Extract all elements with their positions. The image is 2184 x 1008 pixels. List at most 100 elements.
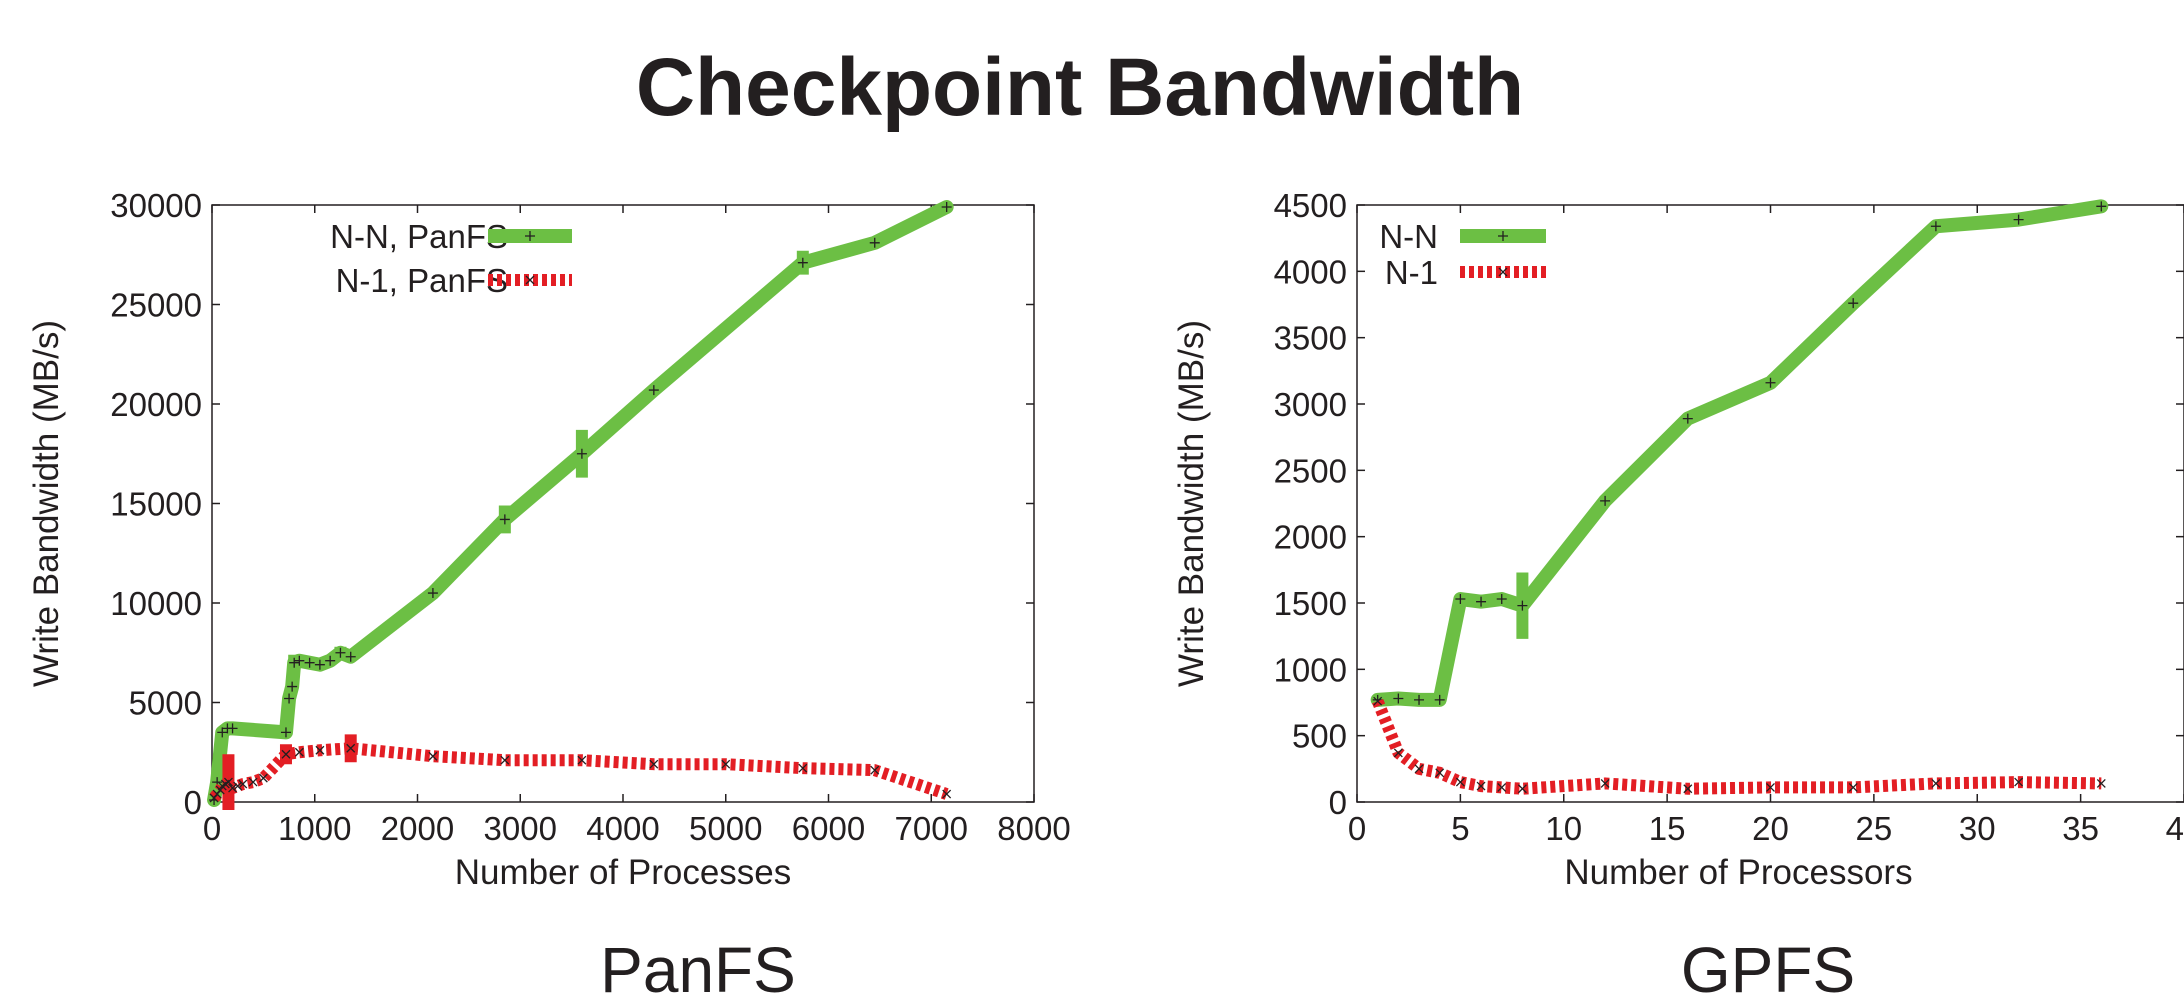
data-point — [294, 747, 304, 757]
series-line-n-1 — [1372, 698, 2102, 795]
x-tick-label: 35 — [2062, 810, 2099, 847]
y-tick-label: 0 — [184, 784, 202, 821]
data-point — [294, 655, 305, 666]
legend-label: N-1 — [1385, 254, 1438, 291]
x-tick-label: 30 — [1959, 810, 1996, 847]
x-tick-label: 25 — [1856, 810, 1893, 847]
data-point — [1435, 768, 1445, 778]
data-point — [1848, 782, 1858, 792]
y-tick-label: 30000 — [110, 187, 202, 224]
data-point — [280, 727, 291, 738]
data-point — [1393, 748, 1403, 758]
data-point — [1393, 693, 1404, 704]
legend-marker — [525, 231, 535, 241]
x-tick-label: 5000 — [689, 810, 762, 847]
x-tick-label: 6000 — [792, 810, 865, 847]
data-point — [577, 755, 587, 765]
y-tick-label: 2000 — [1274, 519, 1347, 556]
y-tick-label: 1500 — [1274, 585, 1347, 622]
x-tick-label: 5 — [1451, 810, 1469, 847]
x-tick-label: 0 — [203, 810, 221, 847]
data-point — [1848, 298, 1859, 309]
data-point — [238, 779, 248, 789]
x-tick-label: 10 — [1545, 810, 1582, 847]
data-point — [870, 765, 880, 775]
y-tick-label: 25000 — [110, 287, 202, 324]
series-line-n-1 — [209, 742, 949, 802]
data-point — [797, 257, 808, 268]
data-point — [1682, 413, 1693, 424]
x-axis-title: Number of Processes — [455, 853, 792, 892]
data-point — [648, 385, 659, 396]
y-tick-label: 20000 — [110, 386, 202, 423]
y-tick-label: 4000 — [1274, 253, 1347, 290]
data-point — [1476, 596, 1487, 607]
data-point — [315, 745, 325, 755]
data-point — [649, 759, 659, 769]
data-point — [942, 789, 952, 799]
x-tick-label: 3000 — [484, 810, 557, 847]
x-tick-label: 20 — [1752, 810, 1789, 847]
panfs-label: PanFS — [600, 934, 796, 1006]
data-point — [1373, 696, 1383, 706]
data-point — [1683, 784, 1693, 794]
data-point — [869, 237, 880, 248]
data-point — [1600, 495, 1611, 506]
data-point — [345, 651, 356, 662]
data-point — [287, 681, 298, 692]
data-point — [227, 723, 238, 734]
data-point — [499, 514, 510, 525]
series-line-n-n — [1370, 199, 2109, 707]
data-point — [217, 727, 228, 738]
data-point — [335, 647, 346, 658]
legend-marker — [525, 275, 535, 285]
data-point — [325, 655, 336, 666]
x-tick-label: 8000 — [997, 810, 1070, 847]
y-tick-label: 500 — [1292, 718, 1347, 755]
legend-marker — [1498, 231, 1508, 241]
data-point — [1414, 694, 1425, 705]
y-tick-label: 10000 — [110, 585, 202, 622]
data-point — [1517, 600, 1528, 611]
series-line-n-n — [207, 199, 954, 808]
data-point — [1600, 778, 1610, 788]
data-point — [1496, 594, 1507, 605]
plot-frame — [1356, 204, 2184, 803]
data-point — [1766, 782, 1775, 792]
data-point — [2096, 201, 2107, 212]
data-point — [314, 659, 325, 670]
data-point — [1765, 377, 1776, 388]
data-point — [284, 693, 295, 704]
x-tick-label: 15 — [1649, 810, 1686, 847]
data-point — [289, 657, 300, 668]
legend-label: N-N, PanFS — [330, 218, 508, 255]
legend-marker — [1498, 267, 1508, 277]
data-point — [1414, 764, 1424, 774]
data-point — [228, 783, 238, 793]
data-point — [721, 759, 731, 769]
y-tick-label: 3500 — [1274, 320, 1347, 357]
data-point — [941, 201, 952, 212]
y-axis-title: Write Bandwidth (MB/s) — [1172, 320, 1211, 687]
data-point — [2013, 214, 2024, 225]
x-tick-label: 4000 — [586, 810, 659, 847]
data-point — [500, 755, 510, 765]
data-point — [428, 751, 438, 761]
data-point — [346, 743, 356, 753]
data-point — [233, 781, 243, 791]
data-point — [1455, 594, 1466, 605]
data-point — [304, 657, 315, 668]
data-point — [1497, 782, 1507, 792]
legend-label: N-1, PanFS — [336, 262, 508, 299]
data-point — [1517, 784, 1527, 794]
data-point — [2014, 777, 2024, 787]
y-tick-label: 3000 — [1274, 386, 1347, 423]
data-point — [223, 777, 233, 787]
y-axis-title: Write Bandwidth (MB/s) — [27, 320, 66, 687]
page-title: Checkpoint Bandwidth — [635, 42, 1525, 133]
data-point — [798, 763, 808, 773]
y-tick-label: 4500 — [1274, 187, 1347, 224]
data-point — [1931, 778, 1941, 788]
gpfs-label: GPFS — [1680, 934, 1856, 1006]
